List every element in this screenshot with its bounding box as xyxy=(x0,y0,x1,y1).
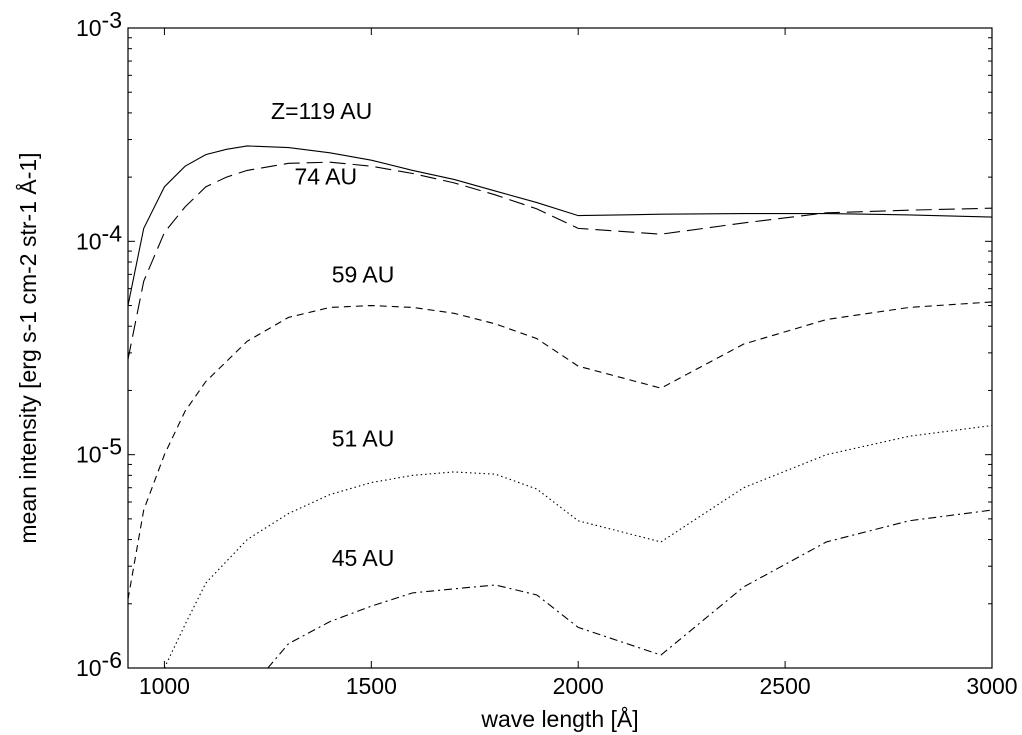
y-tick-label-exponent: -5 xyxy=(102,434,122,460)
y-axis-label: mean intensity [erg s-1 cm-2 str-1 Å-1] xyxy=(14,152,41,543)
series-annotation: 59 AU xyxy=(332,262,395,288)
series-line-z-119-au xyxy=(128,145,992,306)
x-tick-label: 2000 xyxy=(553,673,604,699)
x-tick-label: 3000 xyxy=(966,673,1017,699)
series-annotation: 51 AU xyxy=(332,426,395,452)
annotation-layer: Z=119 AU 74 AU 59 AU 51 AU 45 AU xyxy=(271,98,394,571)
series-layer xyxy=(128,145,992,668)
x-tick-label: 1000 xyxy=(139,673,190,699)
series-annotation: 74 AU xyxy=(294,163,357,189)
y-tick-label: 10-4 xyxy=(76,220,122,254)
plot-frame xyxy=(127,27,993,669)
series-line-74-au xyxy=(128,161,992,360)
y-tick-label: 10-5 xyxy=(76,434,122,468)
x-axis: 1000 1500 2000 2500 3000 xyxy=(139,28,1018,699)
y-tick-label: 10-6 xyxy=(76,647,122,681)
x-axis-label: wave length [Å] xyxy=(480,705,638,732)
y-tick-label-exponent: -6 xyxy=(102,647,122,673)
x-tick-label: 2500 xyxy=(760,673,811,699)
series-annotation: Z=119 AU xyxy=(271,98,372,124)
y-tick-label-base: 10 xyxy=(76,228,102,254)
y-tick-label-base: 10 xyxy=(76,442,102,468)
x-tick-label: 1500 xyxy=(346,673,397,699)
y-tick-label-base: 10 xyxy=(76,15,102,41)
series-line-51-au xyxy=(163,424,992,668)
series-line-59-au xyxy=(128,301,992,600)
y-tick-label-exponent: -3 xyxy=(102,7,122,33)
y-tick-label-base: 10 xyxy=(76,655,102,681)
series-line-45-au xyxy=(267,509,992,668)
y-axis: 10-610-510-410-3 xyxy=(76,7,992,681)
y-tick-label-exponent: -4 xyxy=(102,220,123,246)
y-tick-label: 10-3 xyxy=(76,7,122,41)
series-annotation: 45 AU xyxy=(332,545,395,571)
plot-area-border xyxy=(127,27,993,669)
